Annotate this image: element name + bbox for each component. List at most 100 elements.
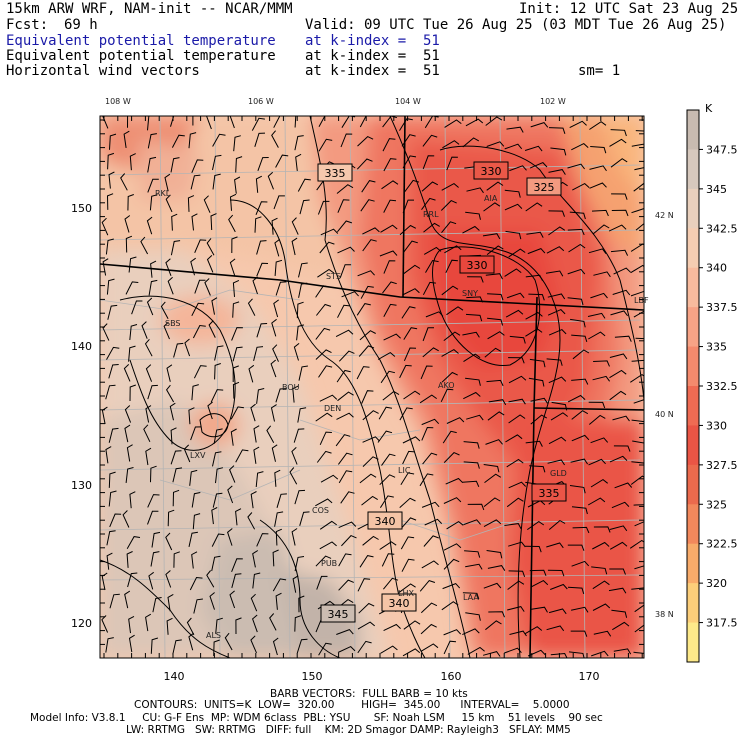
wind-barb [170,240,181,256]
wind-barb [508,375,527,384]
colorbar-label: 327.5 [706,459,738,472]
wind-barb [612,415,630,422]
wind-barb [592,580,610,590]
wind-barb [317,200,330,215]
wind-barb [571,506,588,515]
wind-barb [124,215,131,233]
wind-barb [483,497,501,507]
wind-barb [486,379,504,387]
wind-barb [446,417,465,424]
wind-barb [509,335,526,344]
wind-barb [357,640,372,654]
wind-barb [635,130,644,132]
wind-barb [443,452,460,463]
wind-barb [380,645,398,654]
forecast-hour: 69 h [64,17,98,33]
model-info: Model Info: V3.8.1 CU: G-F Ens MP: WDM 6… [30,712,603,724]
wind-barb [420,623,437,635]
wind-barb [231,558,243,572]
wind-barb [106,552,113,570]
wind-barb [423,222,440,233]
wind-barb [504,189,521,198]
wind-barb [463,391,481,400]
wind-barb [422,281,436,296]
wind-barb [507,606,525,612]
wind-barb [231,236,238,254]
wind-barb [232,346,243,362]
wind-barb [266,425,275,443]
wind-barb [487,411,505,421]
wind-barb [255,175,263,193]
wind-barb [337,220,353,233]
wind-barb [421,197,436,210]
wind-barb [229,193,237,211]
station-label: LIC [398,466,411,475]
wind-barb [485,273,503,280]
wind-barb [632,440,644,444]
station-label: AKO [438,381,455,390]
wind-barb [588,248,607,254]
wind-barb [634,624,644,633]
longitude-label: 104 W [395,97,421,106]
grid-y-label: 130 [71,479,92,492]
grid-x-label: 150 [302,670,323,683]
colorbar-label: 322.5 [706,538,738,551]
wind-barb [212,492,223,508]
field-title-shaded: Equivalent potential temperature [6,33,276,49]
wind-barb [337,199,350,213]
wind-barb [108,171,115,189]
latitude-labels: 42 N 40 N 38 N [655,211,674,619]
wind-barb [442,140,460,149]
frame-ticks [100,116,644,658]
wind-barb [270,359,277,378]
wind-barb [488,399,507,406]
wind-barb [486,245,504,255]
wind-barb [203,195,211,213]
wind-barb [146,216,153,235]
wind-barb [421,643,439,652]
wind-barb [274,238,280,257]
wind-barb [338,521,357,529]
wind-barb [529,162,548,169]
wind-barb [276,493,287,508]
wind-barb [379,541,397,550]
wind-barb [298,262,308,278]
grid-y-label: 140 [71,340,92,353]
wind-barb [485,620,502,631]
wind-barb [443,629,462,636]
wind-barb [402,199,414,214]
wind-barb [483,519,502,528]
wind-barb [166,617,173,635]
wind-barb [525,311,543,320]
svg-text:325: 325 [534,181,555,194]
wind-barb [609,390,627,401]
wind-barb [609,369,627,379]
wind-barb [467,276,484,283]
county-grid [100,116,641,658]
wind-barb [120,173,128,191]
wind-barb [593,271,611,278]
wind-barb [421,181,439,192]
contour-label: 330 [459,255,495,274]
wind-barb [509,165,527,172]
wind-barb [173,342,184,358]
wind-barb [211,533,225,547]
wind-barb [150,260,157,278]
init-time: Init: 12 UTC Sat 23 Aug 25 [519,1,739,17]
wind-barb [256,240,267,255]
wind-barb [547,569,565,577]
wind-barb [462,592,480,600]
wind-barb [401,134,416,147]
wind-barb [362,456,379,467]
wind-barb [508,414,526,424]
wind-barb [102,323,110,341]
wind-barb [527,520,545,531]
wind-barb [316,575,328,590]
wind-barb [256,388,265,404]
wind-barb [296,638,308,654]
wind-barb [525,274,543,281]
wind-barb [124,424,131,443]
wind-barb [572,182,590,191]
wind-barb [567,268,586,275]
wind-barb [294,135,304,151]
